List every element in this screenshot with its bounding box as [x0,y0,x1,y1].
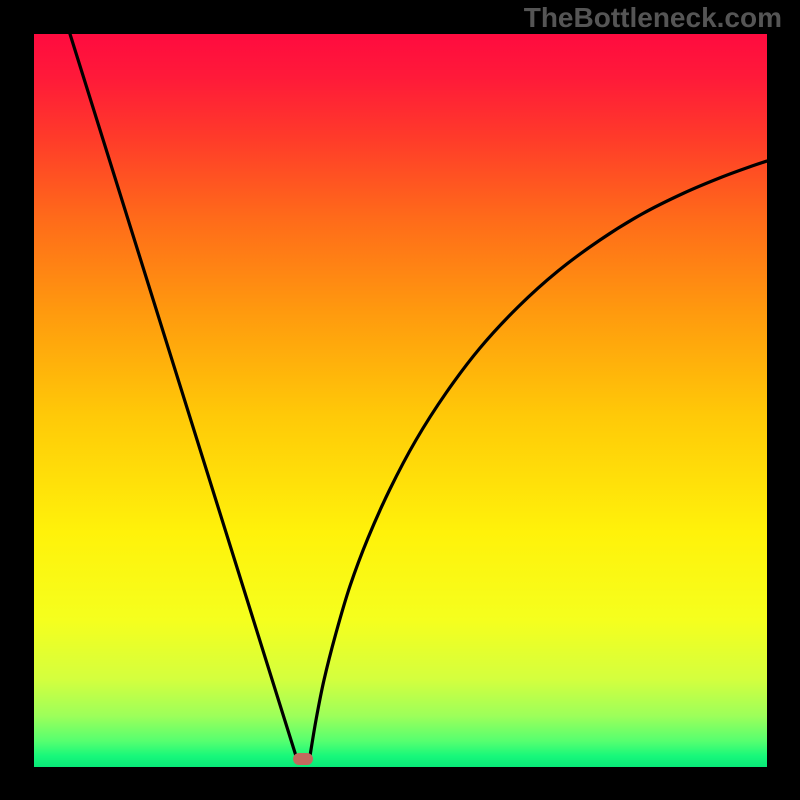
chart-container: TheBottleneck.com [0,0,800,800]
curve-right-branch [310,161,767,756]
notch-marker [293,753,313,765]
curve-layer [0,0,800,800]
curve-left-branch [70,34,296,756]
